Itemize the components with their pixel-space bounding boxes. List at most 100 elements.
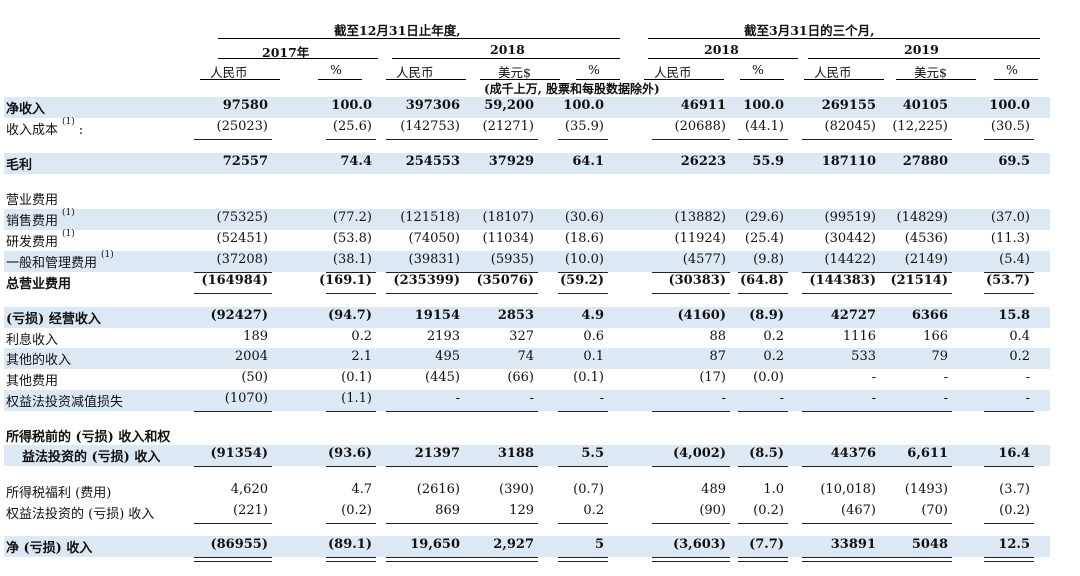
table-cell: 0.1: [583, 349, 604, 364]
table-cell: -: [943, 370, 948, 385]
column-header: 美元$: [914, 65, 947, 80]
units-note: (成千上万, 股票和每股数据除外): [484, 82, 660, 96]
table-row: 权益法投资减值损失 (1070) (1.1) - - - - - - - -: [0, 391, 1080, 412]
table-cell: (0.7): [573, 482, 604, 497]
subtotal-rule: [738, 139, 788, 140]
total-double-rule: [460, 557, 538, 562]
table-cell: 74: [517, 349, 534, 364]
table-cell: 489: [701, 482, 726, 497]
year-rule-2018a: [392, 58, 620, 59]
header-year-2018-annual: 2018: [490, 42, 525, 57]
table-cell: -: [1025, 370, 1030, 385]
column-header: 人民币: [654, 65, 692, 80]
header-year-2019: 2019: [904, 42, 939, 57]
row-label-text: 营业费用: [6, 193, 59, 208]
table-cell: (0.1): [341, 370, 372, 385]
table-cell: -: [1025, 391, 1030, 406]
column-header: %: [752, 62, 764, 77]
row-label: 收入成本(1):: [6, 117, 83, 138]
table-cell: (77.2): [332, 210, 372, 225]
table-cell: (86955): [210, 537, 268, 552]
table-cell: (0.0): [753, 370, 784, 385]
table-cell: 254553: [405, 154, 460, 169]
column-header: %: [588, 62, 600, 77]
header-annual-period: 截至12月31日止年度,: [334, 23, 461, 38]
table-row: 总营业费用 (164984) (169.1) (235399) (35076) (59.2…: [0, 273, 1080, 294]
table-cell: 0.2: [763, 349, 784, 364]
table-cell: 0.4: [1009, 329, 1030, 344]
table-cell: (91354): [210, 446, 268, 461]
table-cell: (13882): [674, 210, 727, 225]
table-cell: (10.0): [564, 252, 604, 267]
subtotal-rule: [460, 272, 538, 273]
row-label: 净 (亏损) 收入: [6, 537, 92, 556]
row-band: [4, 209, 1050, 230]
table-cell: 5048: [911, 537, 948, 552]
table-row: 收入成本(1): (25023) (25.6) (142753) (21271) (35.…: [0, 117, 1080, 140]
table-cell: (35076): [476, 273, 534, 288]
subtotal-rule: [874, 411, 952, 412]
subtotal-rule: [326, 466, 376, 467]
row-band: [4, 153, 1050, 174]
table-cell: 0.2: [763, 329, 784, 344]
table-row: 销售费用(1) (75325) (77.2) (121518) (18107) (30.6…: [0, 208, 1080, 229]
table-cell: (25023): [216, 119, 269, 134]
table-cell: (8.9): [749, 308, 784, 323]
subtotal-rule: [874, 523, 952, 524]
subtotal-rule: [738, 523, 788, 524]
subtotal-rule: [874, 293, 952, 294]
table-cell: 79: [931, 349, 948, 364]
subtotal-rule: [558, 523, 608, 524]
row-band: [4, 307, 1050, 328]
subtotal-rule: [738, 272, 788, 273]
table-cell: (0.2): [999, 503, 1030, 518]
subtotal-rule: [558, 139, 608, 140]
table-cell: (17): [699, 370, 726, 385]
table-cell: (21271): [482, 119, 535, 134]
column-header-rule: [480, 79, 560, 80]
column-header-rule: [644, 79, 724, 80]
row-label-text: 销售费用: [6, 214, 59, 229]
table-cell: 2,927: [493, 537, 534, 552]
table-cell: (29.6): [744, 210, 784, 225]
table-cell: 40105: [902, 98, 948, 113]
table-cell: (221): [233, 503, 268, 518]
table-cell: (9.8): [753, 252, 784, 267]
table-cell: 6366: [911, 308, 948, 323]
footnote-marker: (1): [62, 229, 75, 239]
table-cell: 0.2: [583, 503, 604, 518]
table-cell: 46911: [680, 98, 726, 113]
table-cell: 33891: [830, 537, 876, 552]
table-row: 营业费用: [0, 189, 1080, 208]
row-label: 毛利: [6, 154, 32, 173]
column-header-rule: [804, 79, 884, 80]
subtotal-rule: [386, 411, 464, 412]
row-label: 研发费用(1): [6, 229, 75, 250]
table-cell: 16.4: [998, 446, 1030, 461]
table-cell: -: [871, 391, 876, 406]
table-cell: 100.0: [563, 98, 604, 113]
table-cell: (30.5): [990, 119, 1030, 134]
row-label: 一般和管理费用(1): [6, 250, 114, 271]
table-cell: (20688): [674, 119, 727, 134]
table-cell: 55.9: [752, 154, 784, 169]
subtotal-rule: [386, 139, 464, 140]
subtotal-rule: [558, 411, 608, 412]
subtotal-rule: [326, 523, 376, 524]
row-label-text: 收入成本: [6, 123, 59, 138]
subtotal-rule: [984, 139, 1034, 140]
table-row: 益法投资的 (亏损) 收入 (91354) (93.6) 21397 3188 5.5 (4…: [0, 446, 1080, 467]
table-row: 其他费用 (50) (0.1) (445) (66) (0.1) (17) (0.0) - - -: [0, 370, 1080, 389]
subtotal-rule: [738, 411, 788, 412]
table-cell: (38.1): [332, 252, 372, 267]
subtotal-rule: [802, 139, 880, 140]
table-cell: 26223: [680, 154, 726, 169]
row-label-text: 其他费用: [6, 374, 59, 389]
total-double-rule: [326, 557, 376, 562]
header-rule-quarter: [648, 38, 1040, 39]
table-cell: 327: [509, 329, 534, 344]
table-cell: 397306: [405, 98, 460, 113]
row-label-text: 利息收入: [6, 333, 59, 348]
subtotal-rule: [652, 293, 730, 294]
table-cell: (30383): [668, 273, 726, 288]
